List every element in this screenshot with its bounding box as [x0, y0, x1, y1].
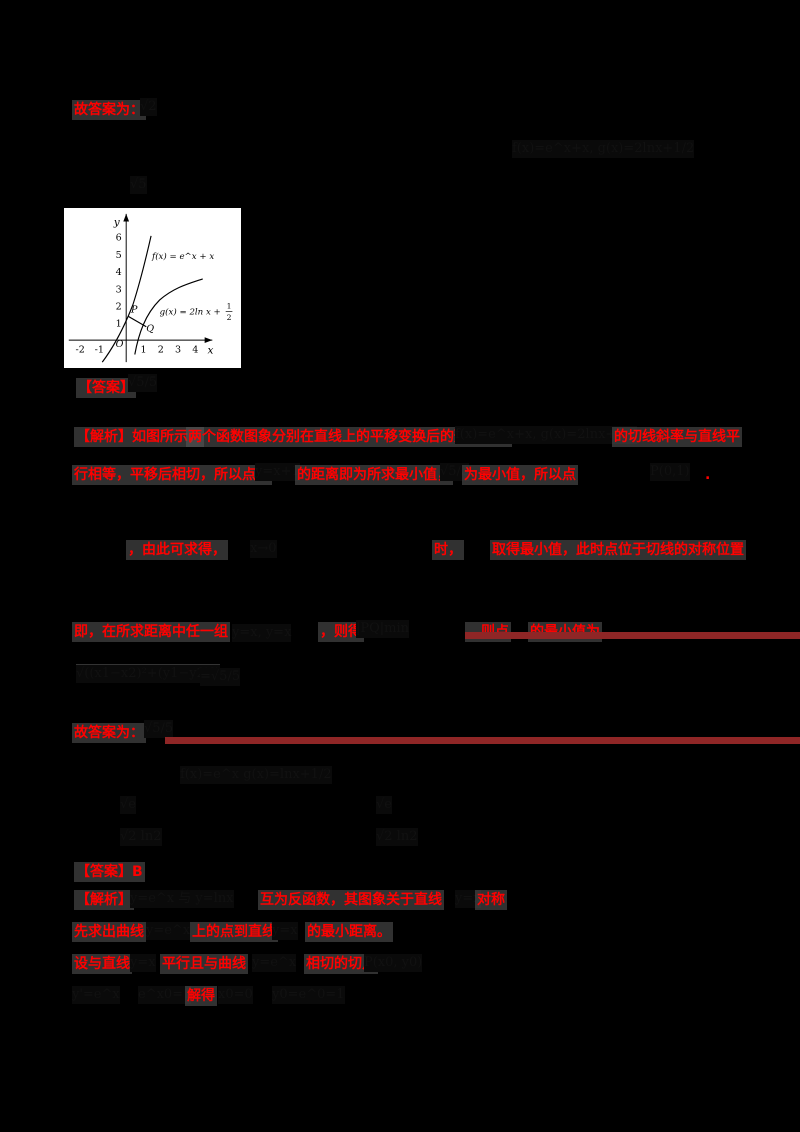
math-expr: |PQ|min — [356, 620, 410, 638]
formula-result: =√5/5 — [200, 668, 241, 686]
math-expr: y=x, y=x — [232, 624, 292, 642]
math-expr: √5/5 — [128, 374, 158, 392]
x-tick: 4 — [192, 345, 198, 356]
math-expr: x→0 — [250, 540, 277, 558]
analysis-text: 先求出曲线 — [72, 922, 146, 942]
analysis-text: 解得 — [185, 986, 217, 1006]
math-expr: y=x — [455, 890, 481, 908]
option-value: √e — [120, 796, 136, 814]
math-expr: y0=e^0=1 — [272, 986, 345, 1004]
divider-rule — [465, 632, 800, 639]
analysis-text: 的切线斜率与直线平 — [612, 427, 742, 447]
answer-label: 【答案】 — [76, 378, 136, 398]
analysis-text: 为最小值，所以点 — [462, 465, 578, 485]
analysis-text: 相切的切点 — [304, 954, 378, 974]
analysis-text: 的最小距离。 — [305, 922, 393, 942]
answer-label: 故答案为： — [72, 100, 146, 120]
g-frac-den: 2 — [227, 313, 232, 322]
g-curve-label: g(x) = 2ln x + — [160, 306, 221, 317]
analysis-text: ，由此可求得， — [126, 540, 228, 560]
math-expr: √5/5 — [144, 720, 174, 738]
y-axis-label: y — [113, 216, 121, 228]
x-tick: -1 — [95, 345, 104, 356]
math-expr: f(x)=e^x+x, g(x)=2lnx+1/2 — [512, 140, 695, 158]
math-expr: √5 — [130, 176, 147, 194]
g-frac-num: 1 — [227, 302, 232, 311]
option-value: √2 ln2 — [120, 828, 162, 846]
math-expr: e^x0=1 — [138, 986, 192, 1004]
analysis-text: 设与直线 — [72, 954, 132, 974]
math-expr: f(x)=e^x+x, g(x)=2lnx+1/2 — [455, 426, 638, 444]
answer-label: 故答案为： — [72, 723, 146, 743]
analysis-text: 的距离即为所求最小值， — [295, 465, 453, 485]
analysis-text: 行相等，平移后相切，所以点到 — [72, 465, 272, 485]
analysis-text: 对称 — [475, 890, 507, 910]
period: . — [705, 467, 711, 483]
point-q-label: Q — [146, 324, 154, 335]
x-tick: 2 — [158, 345, 164, 356]
x-axis-label: x — [208, 345, 214, 357]
math-expr: y=e^x — [146, 922, 191, 940]
y-tick: 4 — [116, 267, 122, 278]
analysis-text: ，则得 — [318, 622, 364, 642]
math-expr: y=e^x 与 y=lnx — [130, 890, 234, 908]
analysis-text: 取得最小值，此时点位于切线的对称位置 — [490, 540, 746, 560]
analysis-text: 即，在所求距离中任一组 — [72, 622, 230, 642]
option-value: √e — [376, 796, 392, 814]
option-value: √2 ln2 — [376, 828, 418, 846]
analysis-label: 【解析】 — [74, 890, 134, 910]
x-tick: -2 — [75, 345, 84, 356]
y-tick: 3 — [116, 284, 122, 295]
divider-rule — [165, 737, 800, 744]
math-expr: x0=0 — [218, 986, 253, 1004]
math-expr: √5/5 — [440, 463, 470, 481]
analysis-text: 两个函数图象分别在直线上的平移变换后的形式，又 — [186, 427, 512, 447]
origin-label: O — [116, 339, 124, 350]
graph-svg: y x O 1 2 3 4 5 6 -2 -1 1 2 3 4 f(x) = e… — [68, 213, 233, 363]
x-tick: 3 — [175, 345, 181, 356]
analysis-text: 上的点到直线 — [190, 922, 278, 942]
math-expr: y=e^x — [252, 954, 297, 972]
point-p-label: P — [130, 304, 138, 315]
formula-sqrt: √((x1−x2)²+(y1−y2)²) — [76, 664, 221, 683]
options-row: f(x)=e^x g(x)=lnx+1/2 — [180, 766, 332, 784]
y-tick: 1 — [116, 319, 122, 330]
math-expr: y=x — [272, 922, 298, 940]
analysis-text: 时， — [432, 540, 464, 560]
math-expr: P(0,1) — [650, 463, 690, 481]
y-tick: 5 — [116, 250, 122, 261]
math-expr: P(x0, y0) — [364, 954, 423, 972]
x-tick: 1 — [141, 345, 147, 356]
analysis-text: 平行且与曲线 — [160, 954, 248, 974]
math-expr: y=x+1 — [255, 463, 300, 481]
f-curve-label: f(x) = e^x + x — [151, 251, 214, 262]
y-tick: 6 — [116, 233, 122, 244]
y-tick: 2 — [116, 302, 122, 313]
math-expr: y'=e^x — [72, 986, 120, 1004]
analysis-text: 互为反函数，其图象关于直线 — [258, 890, 444, 910]
math-expr: √2 — [140, 98, 157, 116]
answer-label: 【答案】B — [74, 862, 145, 882]
math-expr: y=x — [130, 954, 156, 972]
function-graph: y x O 1 2 3 4 5 6 -2 -1 1 2 3 4 f(x) = e… — [64, 208, 241, 368]
analysis-text: 【解析】如图所示， — [74, 427, 204, 447]
